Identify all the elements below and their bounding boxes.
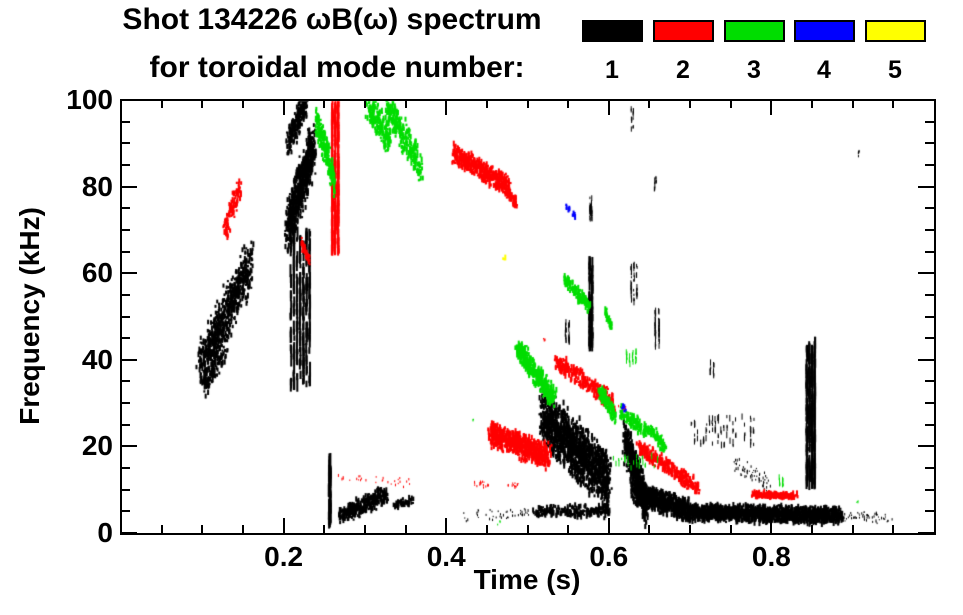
x-major-tick-top — [770, 100, 772, 115]
x-minor-tick — [648, 525, 650, 533]
y-minor-tick-right — [925, 424, 934, 426]
y-minor-tick — [121, 229, 130, 231]
y-minor-tick — [121, 510, 130, 512]
y-minor-tick-right — [925, 467, 934, 469]
x-minor-tick — [161, 525, 163, 533]
x-major-tick-top — [608, 100, 610, 115]
x-minor-tick — [201, 525, 203, 533]
y-minor-tick — [121, 316, 130, 318]
x-tick-label-0.4: 0.4 — [426, 541, 466, 572]
y-minor-tick-right — [925, 164, 934, 166]
y-minor-tick — [121, 251, 130, 253]
y-minor-tick-right — [925, 402, 934, 404]
x-minor-tick-top — [486, 100, 488, 108]
x-minor-tick — [527, 525, 529, 533]
y-minor-tick — [121, 294, 130, 296]
y-major-tick-right — [918, 359, 934, 361]
x-tick-label-0.8: 0.8 — [751, 541, 791, 572]
y-minor-tick-right — [925, 510, 934, 512]
x-major-tick — [283, 518, 285, 533]
y-minor-tick-right — [925, 380, 934, 382]
x-minor-tick — [242, 525, 244, 533]
y-minor-tick — [121, 424, 130, 426]
y-minor-tick-right — [925, 121, 934, 123]
y-minor-tick — [121, 121, 130, 123]
x-minor-tick — [323, 525, 325, 533]
y-tick-label-80: 80 — [81, 170, 113, 202]
x-major-tick — [445, 518, 447, 533]
x-axis-title: Time (s) — [473, 564, 581, 595]
x-minor-tick — [567, 525, 569, 533]
x-minor-tick-top — [892, 100, 894, 108]
x-minor-tick-top — [689, 100, 691, 108]
y-minor-tick — [121, 142, 130, 144]
y-tick-label-40: 40 — [81, 343, 113, 375]
y-tick-label-60: 60 — [81, 257, 113, 289]
y-major-tick — [121, 272, 137, 274]
x-minor-tick-top — [567, 100, 569, 108]
x-minor-tick-top — [201, 100, 203, 108]
y-axis-title: Frequency (kHz) — [14, 207, 45, 425]
y-major-tick-right — [918, 186, 934, 188]
y-minor-tick — [121, 207, 130, 209]
x-tick-label-0.2: 0.2 — [264, 541, 304, 572]
x-tick-label-0.6: 0.6 — [589, 541, 629, 572]
x-minor-tick — [730, 525, 732, 533]
x-major-tick — [770, 518, 772, 533]
x-minor-tick — [405, 525, 407, 533]
x-minor-tick-top — [811, 100, 813, 108]
x-minor-tick-top — [161, 100, 163, 108]
x-minor-tick-top — [730, 100, 732, 108]
x-minor-tick-top — [405, 100, 407, 108]
y-minor-tick — [121, 489, 130, 491]
y-major-tick-right — [918, 532, 934, 534]
x-minor-tick-top — [527, 100, 529, 108]
x-minor-tick — [892, 525, 894, 533]
x-minor-tick-top — [242, 100, 244, 108]
x-minor-tick-top — [323, 100, 325, 108]
y-minor-tick-right — [925, 294, 934, 296]
plot-frame — [120, 99, 936, 535]
y-minor-tick-right — [925, 251, 934, 253]
x-minor-tick-top — [648, 100, 650, 108]
y-minor-tick-right — [925, 316, 934, 318]
x-major-tick-top — [283, 100, 285, 115]
x-minor-tick-top — [852, 100, 854, 108]
x-minor-tick-top — [364, 100, 366, 108]
y-major-tick-right — [918, 99, 934, 101]
y-major-tick — [121, 359, 137, 361]
y-minor-tick — [121, 337, 130, 339]
y-minor-tick-right — [925, 229, 934, 231]
y-major-tick-right — [918, 272, 934, 274]
x-minor-tick — [852, 525, 854, 533]
y-major-tick — [121, 186, 137, 188]
y-major-tick — [121, 532, 137, 534]
y-tick-label-0: 0 — [97, 517, 113, 548]
x-minor-tick — [364, 525, 366, 533]
y-minor-tick-right — [925, 207, 934, 209]
x-minor-tick — [486, 525, 488, 533]
y-minor-tick — [121, 402, 130, 404]
x-minor-tick — [689, 525, 691, 533]
y-minor-tick — [121, 467, 130, 469]
y-minor-tick-right — [925, 489, 934, 491]
y-major-tick — [121, 99, 137, 101]
y-minor-tick-right — [925, 337, 934, 339]
y-tick-label-20: 20 — [81, 430, 113, 462]
y-major-tick-right — [918, 445, 934, 447]
y-tick-label-100: 100 — [66, 84, 113, 115]
y-minor-tick — [121, 164, 130, 166]
x-major-tick — [608, 518, 610, 533]
y-major-tick — [121, 445, 137, 447]
x-minor-tick — [811, 525, 813, 533]
y-minor-tick-right — [925, 142, 934, 144]
y-minor-tick — [121, 380, 130, 382]
x-major-tick-top — [445, 100, 447, 115]
